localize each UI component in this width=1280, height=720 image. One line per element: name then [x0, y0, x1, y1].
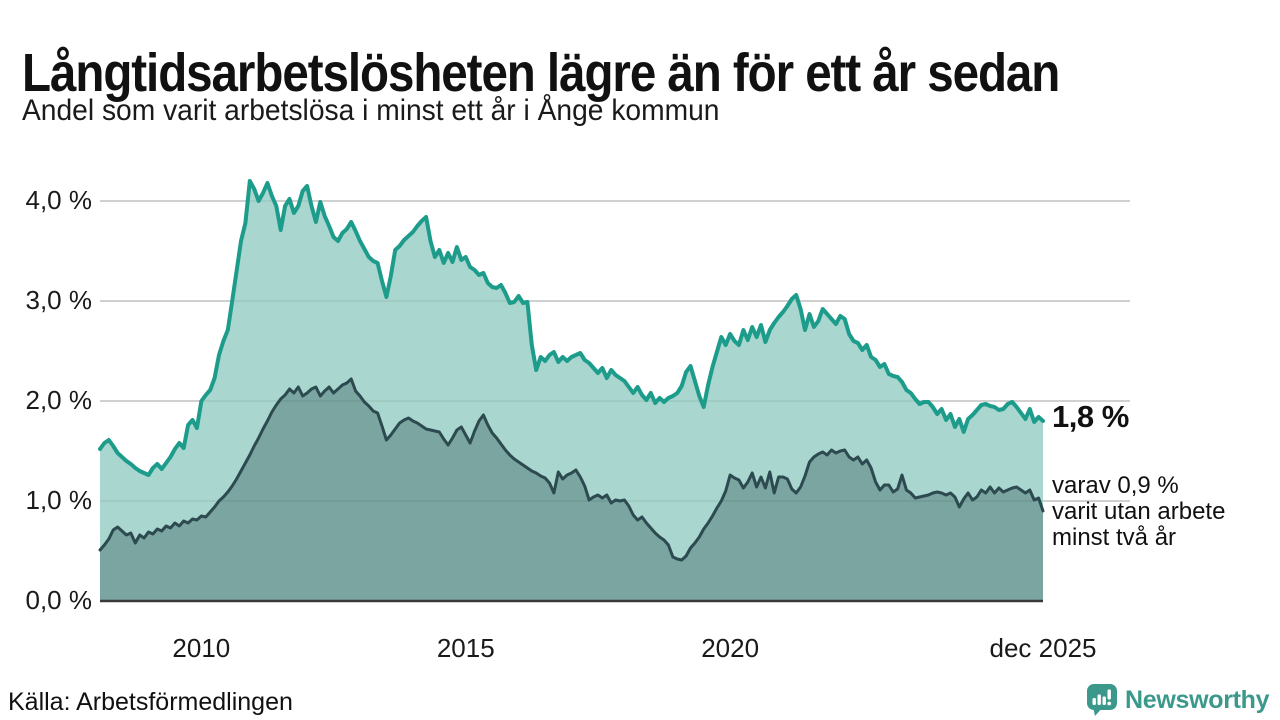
x-axis-label: 2015 — [436, 633, 495, 663]
chart-subtitle: Andel som varit arbetslösa i minst ett å… — [22, 94, 720, 127]
y-axis-label: 3,0 % — [25, 284, 93, 315]
end-value-label: 1,8 % — [1052, 399, 1129, 434]
y-axis-label: 4,0 % — [25, 184, 93, 215]
chart-title: Långtidsarbetslösheten lägre än för ett … — [22, 43, 1060, 104]
newsworthy-icon — [1087, 684, 1117, 716]
source-label: Källa: Arbetsförmedlingen — [8, 688, 293, 716]
x-axis-label: 2010 — [172, 633, 231, 663]
y-axis-label: 0,0 % — [25, 584, 93, 615]
secondary-annotation: varav 0,9 % varit utan arbete minst två … — [1052, 472, 1226, 551]
series-line-2 — [98, 377, 1045, 562]
y-axis-label: 1,0 % — [25, 484, 93, 515]
x-axis-label: 2020 — [701, 633, 760, 663]
x-axis-label: dec 2025 — [989, 633, 1097, 663]
newsworthy-wordmark: Newsworthy — [1125, 685, 1270, 714]
y-axis-label: 2,0 % — [25, 384, 93, 415]
newsworthy-logo: Newsworthy — [1086, 683, 1270, 717]
series-area-2 — [100, 379, 1043, 601]
series-line-1 — [98, 179, 1045, 477]
